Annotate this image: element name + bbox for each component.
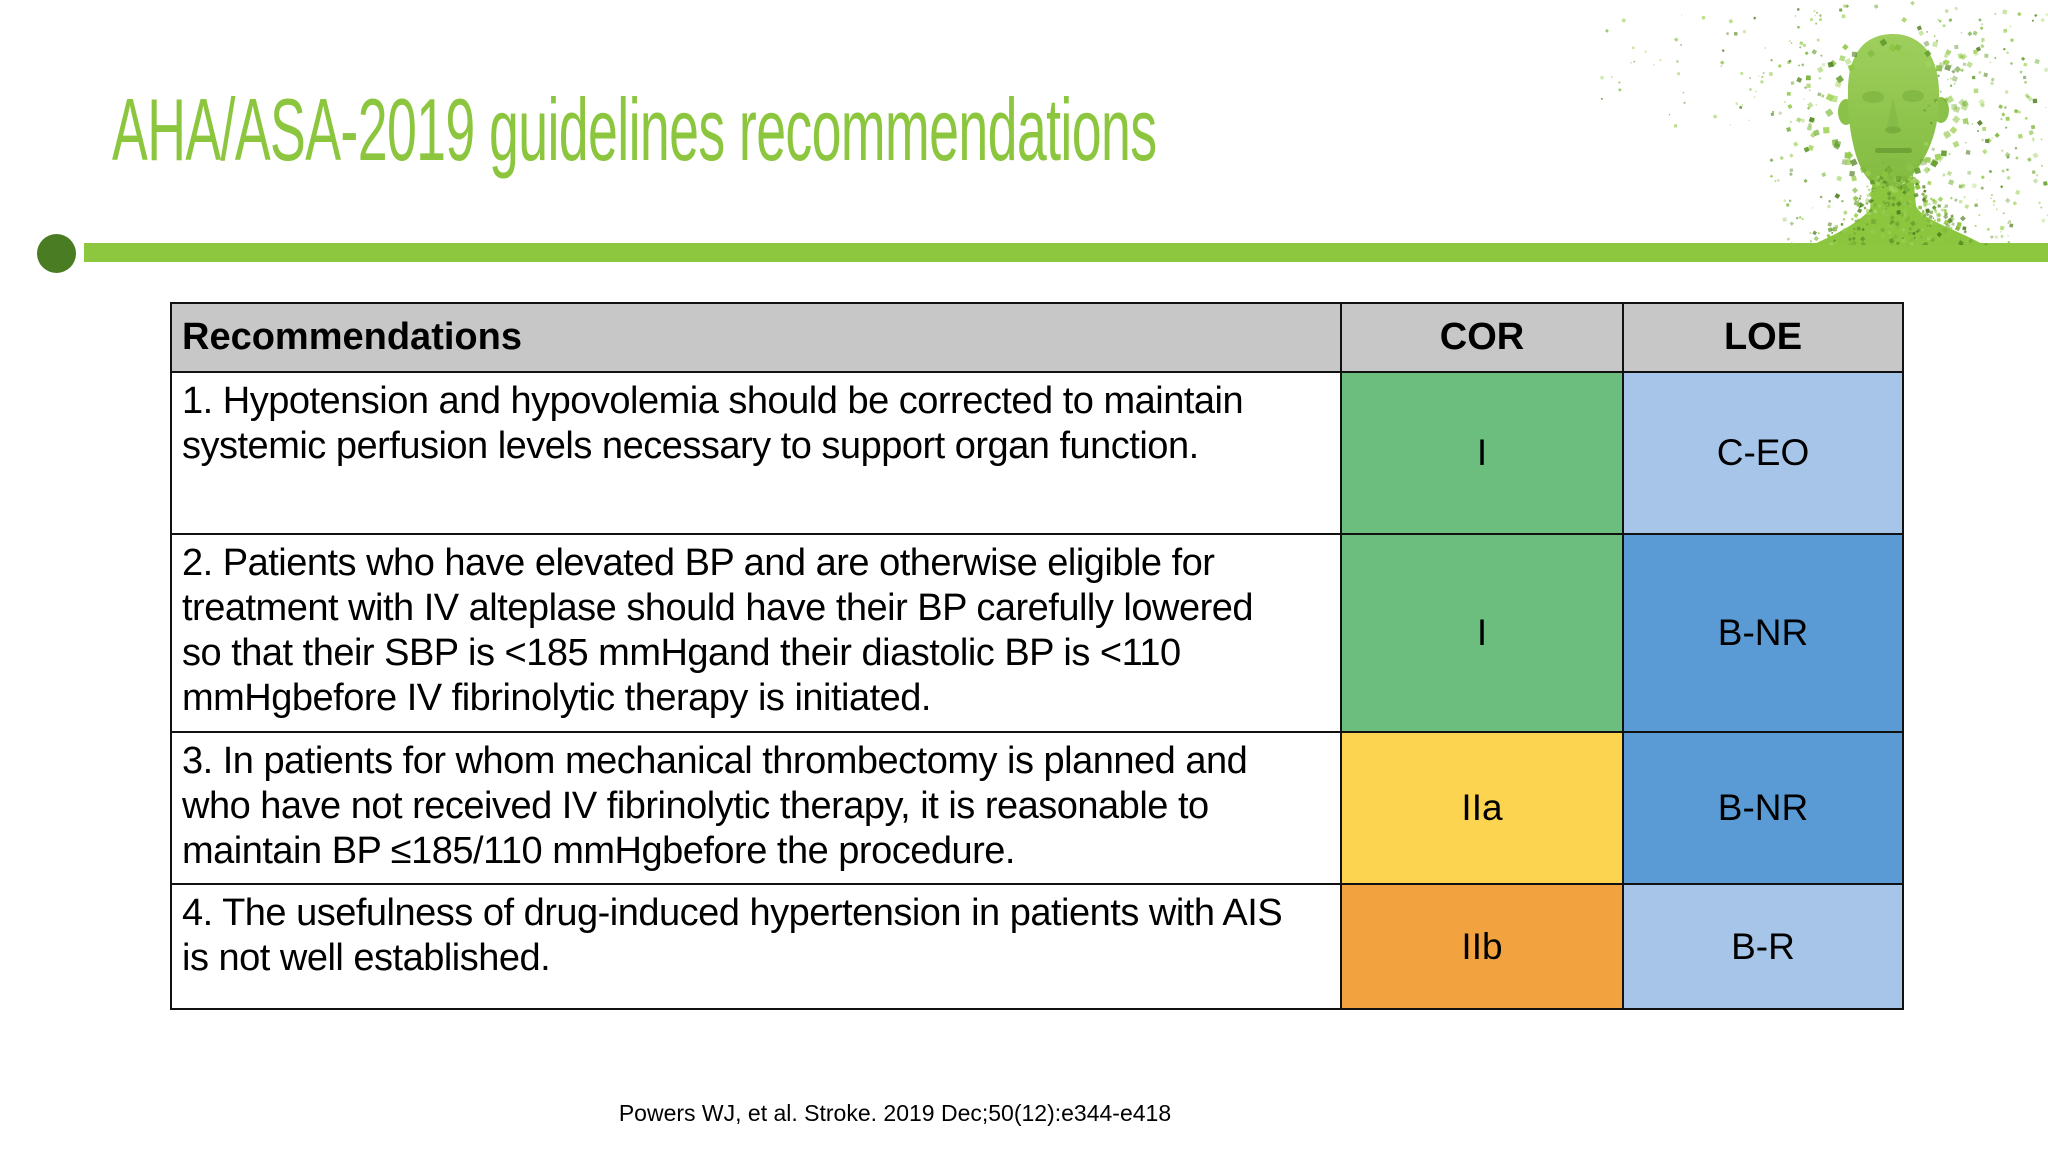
loe-3-cell: B-NR <box>1622 731 1904 885</box>
table-row: 2. Patients who have elevated BP and are… <box>170 533 1904 733</box>
loe-2-cell: B-NR <box>1622 533 1904 733</box>
table-header-row: Recommendations COR LOE <box>170 302 1904 373</box>
slide-title: AHA/ASA-2019 guidelines recommendations <box>112 80 1157 179</box>
title-bullet-circle <box>37 234 76 273</box>
title-underline-bar <box>84 243 2048 262</box>
citation-text: Powers WJ, et al. Stroke. 2019 Dec;50(12… <box>618 1100 1172 1126</box>
header-recommendations: Recommendations <box>170 302 1342 373</box>
recommendation-3-text: 3. In patients for whom mechanical throm… <box>170 731 1342 885</box>
green-particle-face-image <box>1600 0 2048 245</box>
loe-1-cell: C-EO <box>1622 371 1904 535</box>
cor-3-cell: IIa <box>1340 731 1624 885</box>
cor-4-cell: IIb <box>1340 883 1624 1010</box>
face-head <box>1812 34 1984 245</box>
table-row: 3. In patients for whom mechanical throm… <box>170 731 1904 885</box>
cor-2-cell: I <box>1340 533 1624 733</box>
particle-cloud <box>1600 0 2048 245</box>
recommendation-1-text: 1. Hypotension and hypovolemia should be… <box>170 371 1342 535</box>
cor-1-cell: I <box>1340 371 1624 535</box>
table-row: 1. Hypotension and hypovolemia should be… <box>170 371 1904 535</box>
header-loe: LOE <box>1622 302 1904 373</box>
recommendation-2-text: 2. Patients who have elevated BP and are… <box>170 533 1342 733</box>
table-row: 4. The usefulness of drug-induced hypert… <box>170 883 1904 1010</box>
header-cor: COR <box>1340 302 1624 373</box>
recommendations-table: Recommendations COR LOE 1. Hypotension a… <box>170 302 1904 1010</box>
loe-4-cell: B-R <box>1622 883 1904 1010</box>
recommendation-4-text: 4. The usefulness of drug-induced hypert… <box>170 883 1342 1010</box>
